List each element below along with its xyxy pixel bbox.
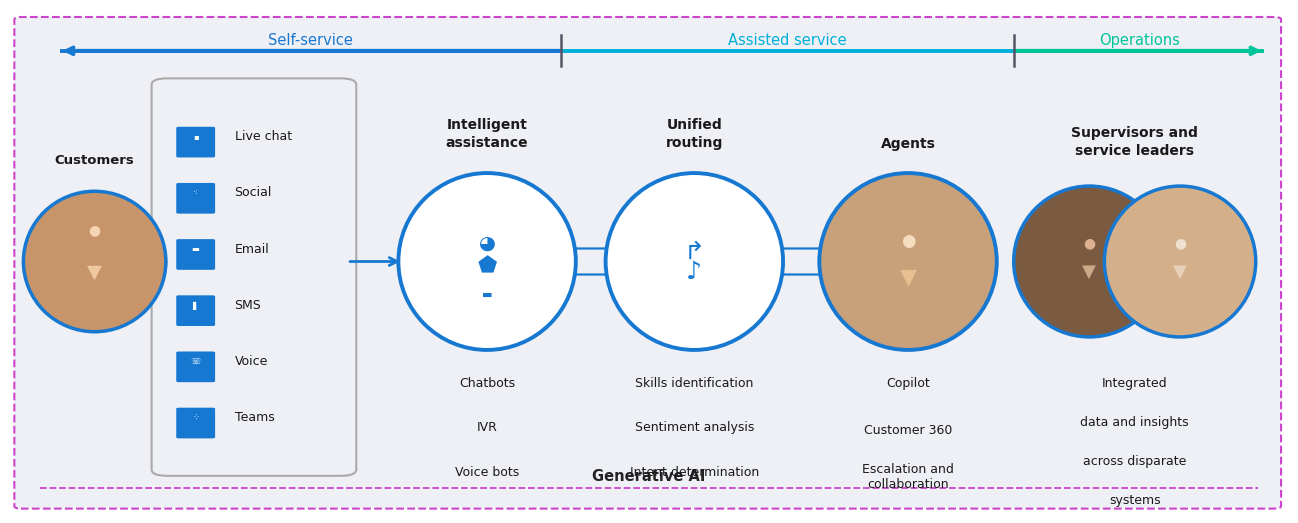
Ellipse shape (819, 173, 997, 350)
Text: Intelligent
assistance: Intelligent assistance (445, 118, 528, 150)
Text: Customer 360: Customer 360 (864, 424, 953, 437)
Ellipse shape (1105, 186, 1255, 337)
Ellipse shape (606, 173, 783, 350)
Text: Intent determination: Intent determination (630, 465, 759, 479)
Text: Email: Email (235, 243, 269, 256)
Text: ▼: ▼ (1083, 263, 1097, 281)
Text: Live chat: Live chat (235, 130, 292, 143)
Text: ●: ● (88, 223, 101, 237)
Ellipse shape (1014, 186, 1166, 337)
Text: Unified
routing: Unified routing (666, 118, 723, 150)
FancyBboxPatch shape (177, 127, 215, 157)
FancyBboxPatch shape (177, 408, 215, 438)
FancyBboxPatch shape (177, 183, 215, 213)
Text: ▌: ▌ (192, 301, 199, 310)
Text: Assisted service: Assisted service (728, 33, 846, 48)
Ellipse shape (23, 191, 166, 332)
Text: ▬: ▬ (482, 290, 492, 300)
Text: Teams: Teams (235, 411, 274, 424)
Text: Voice bots: Voice bots (456, 465, 519, 479)
Text: Escalation and
collaboration: Escalation and collaboration (862, 463, 954, 492)
FancyBboxPatch shape (177, 351, 215, 382)
Text: Self-service: Self-service (267, 33, 353, 48)
Text: ▼: ▼ (87, 263, 103, 281)
Text: ☏: ☏ (191, 357, 201, 366)
Text: ↱
♪: ↱ ♪ (684, 240, 705, 283)
Text: ●: ● (901, 232, 915, 249)
Text: Voice: Voice (235, 355, 267, 368)
Text: data and insights: data and insights (1080, 416, 1189, 429)
Text: ▼: ▼ (1173, 263, 1186, 281)
Text: Customers: Customers (55, 154, 135, 166)
Text: Generative AI: Generative AI (592, 469, 706, 484)
Text: ⬟: ⬟ (478, 257, 497, 277)
FancyBboxPatch shape (152, 78, 356, 476)
Text: across disparate: across disparate (1083, 456, 1186, 468)
FancyBboxPatch shape (177, 295, 215, 326)
Text: Supervisors and
service leaders: Supervisors and service leaders (1071, 126, 1198, 158)
Text: Agents: Agents (880, 138, 936, 152)
Ellipse shape (398, 173, 576, 350)
Text: ▪: ▪ (193, 132, 199, 141)
Text: Operations: Operations (1099, 33, 1180, 48)
Text: Sentiment analysis: Sentiment analysis (635, 422, 754, 435)
FancyBboxPatch shape (14, 17, 1281, 508)
Text: ▬: ▬ (192, 245, 200, 254)
Text: ▼: ▼ (900, 267, 916, 287)
Text: ⁖: ⁖ (193, 188, 199, 197)
Text: Skills identification: Skills identification (635, 377, 754, 390)
FancyBboxPatch shape (177, 239, 215, 270)
Text: systems: systems (1108, 494, 1160, 507)
Text: ◕: ◕ (479, 234, 496, 253)
Text: Copilot: Copilot (887, 377, 929, 390)
Text: Social: Social (235, 186, 271, 199)
Text: ●: ● (1173, 236, 1186, 251)
Text: ⁘: ⁘ (192, 413, 199, 422)
Text: IVR: IVR (476, 422, 497, 435)
Text: SMS: SMS (235, 299, 261, 312)
Text: Integrated: Integrated (1102, 377, 1167, 390)
Text: ●: ● (1084, 236, 1096, 251)
Text: Chatbots: Chatbots (459, 377, 515, 390)
